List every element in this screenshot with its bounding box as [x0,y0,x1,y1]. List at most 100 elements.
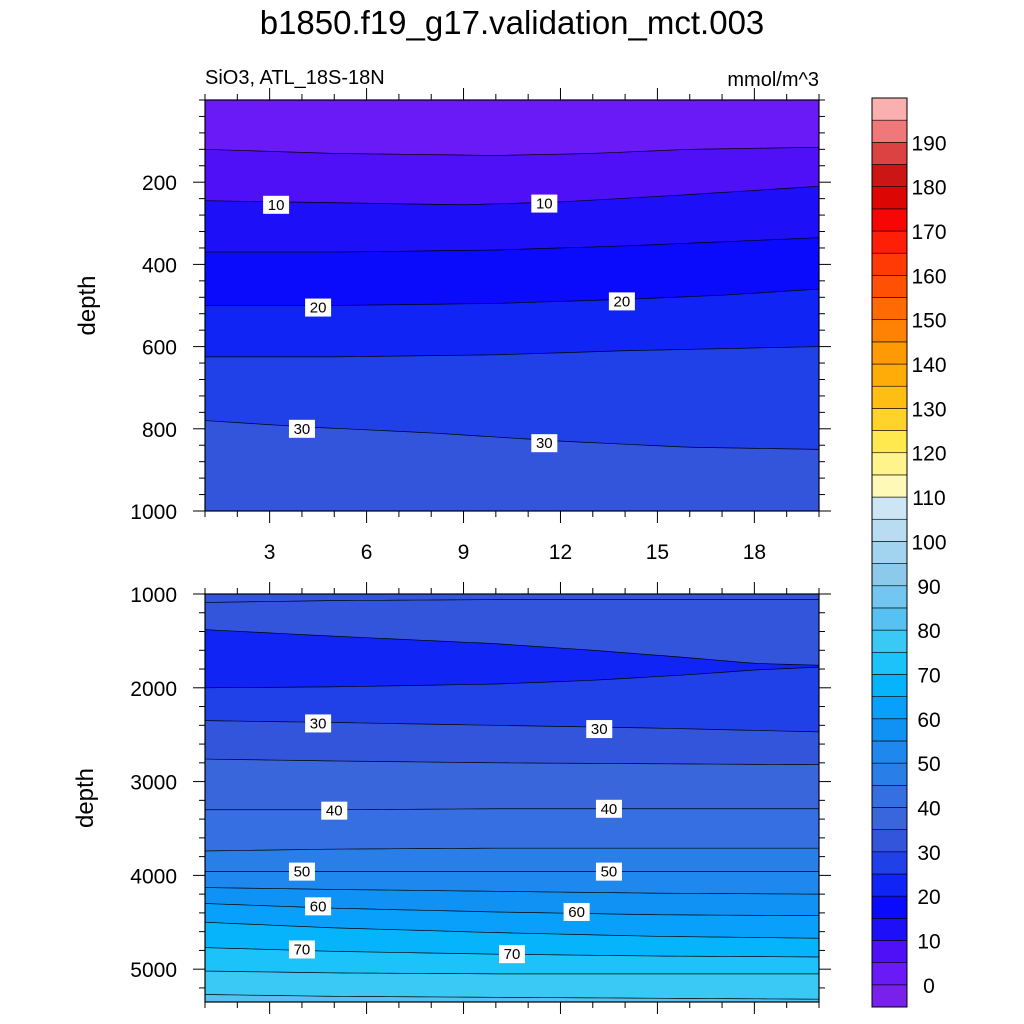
colorbar-swatch [871,563,908,587]
contour-band [205,100,819,156]
colorbar-swatch [871,142,908,165]
y-tick-label: 200 [142,172,177,195]
contour-label: 30 [310,715,327,732]
plot-frame-lower [204,593,820,1003]
colorbar-swatch [871,164,908,187]
contour-band [205,289,819,357]
colorbar-label: 80 [917,620,940,643]
contour-line-65 [205,921,819,939]
contour-label-box [595,799,622,818]
colorbar-swatch [871,607,908,631]
colorbar-label: 30 [917,842,940,865]
colorbar-label: 60 [917,709,940,732]
contour-label-box [288,419,315,438]
colorbar-label: 120 [911,443,946,466]
contour-label: 10 [268,197,285,214]
contour-label-box [263,195,290,214]
contour-label-box [586,720,613,739]
contour-band [205,346,819,450]
colorbar-swatch [871,718,908,742]
contour-line-55 [205,887,819,895]
x-tick-label: 3 [264,541,276,564]
contour-label: 20 [614,293,631,310]
colorbar-swatch [871,297,908,321]
colorbar-swatch [871,807,908,830]
colorbar-swatch [871,208,908,232]
plot-frame-upper [204,99,820,512]
contour-band [205,848,819,872]
colorbar-swatch [871,962,908,986]
colorbar-label: 70 [917,664,940,687]
colorbar-swatch [871,230,908,254]
contour-line-25 [205,629,819,666]
colorbar-swatch [871,319,908,343]
colorbar-label: 140 [911,354,946,377]
colorbar-label: 160 [911,265,946,288]
y-tick-label: 400 [142,254,177,277]
contour-band [205,599,819,666]
contour-label-box [305,298,332,317]
y-tick-label: 600 [142,337,177,360]
x-tick-label: 15 [646,541,669,564]
colorbar-swatch [871,363,908,387]
colorbar-swatch [871,829,908,853]
contour-band [205,871,819,895]
contour-label: 70 [504,946,521,963]
colorbar-swatch [871,762,908,786]
y-tick-label: 4000 [130,865,177,888]
colorbar-label: 180 [911,177,946,200]
colorbar-swatch [871,385,908,409]
contour-label: 30 [591,721,608,738]
contour-line-35 [205,758,819,766]
contour-line-45 [205,847,819,852]
colorbar-label: 110 [912,487,945,510]
contour-line-40 [205,808,819,811]
colorbar-label: 50 [917,753,940,776]
y-tick-label: 1000 [130,501,177,524]
contour-label: 40 [601,801,618,818]
contour-fill-lower [205,594,819,1002]
contour-band [205,922,819,957]
figure-title: b1850.f19_g17.validation_mct.003 [259,4,765,41]
colorbar-swatch [871,452,908,476]
colorbar-label: 150 [911,310,946,333]
contour-band [205,186,819,253]
contour-line-30 [205,599,819,603]
colorbar-swatch [871,740,908,764]
colorbar-swatch [871,341,908,365]
colorbar-swatch [871,918,908,941]
contour-label-box [288,940,315,959]
colorbar-label: 0 [923,975,935,998]
y-tick-label: 1000 [130,584,177,607]
contour-label: 30 [536,435,553,452]
colorbar: 0 10 20 30 40 50 60 70 80 90 100 110 120 130 140 150 160… [871,97,947,1008]
contour-label: 60 [310,898,327,915]
colorbar-swatch [871,984,908,1008]
contour-line-75 [205,970,819,975]
contour-label: 70 [294,941,311,958]
contour-line-25 [205,346,819,358]
colorbar-swatch [871,275,908,298]
colorbar-swatch [871,873,908,897]
contour-label-box [499,945,525,964]
contour-label: 10 [536,196,553,213]
subtitle-right: mmol/m^3 [727,69,819,91]
contour-label: 30 [294,421,311,438]
colorbar-swatch [871,851,908,875]
contour-band [205,237,819,306]
contour-band [205,903,819,939]
y-tick-label: 3000 [130,772,177,795]
colorbar-swatch [871,696,908,720]
y-tick-label: 2000 [130,678,177,701]
colorbar-swatch [871,252,908,276]
colorbar-swatch [871,541,908,564]
colorbar-label: 190 [911,132,946,155]
subtitle-left: SiO3, ATL_18S-18N [205,67,385,89]
contour-label: 40 [326,803,343,820]
contour-label: 20 [310,300,327,317]
contour-band [205,759,819,810]
colorbar-label: 20 [917,886,940,909]
contour-line-25 [205,666,819,689]
colorbar-swatch [871,518,908,542]
